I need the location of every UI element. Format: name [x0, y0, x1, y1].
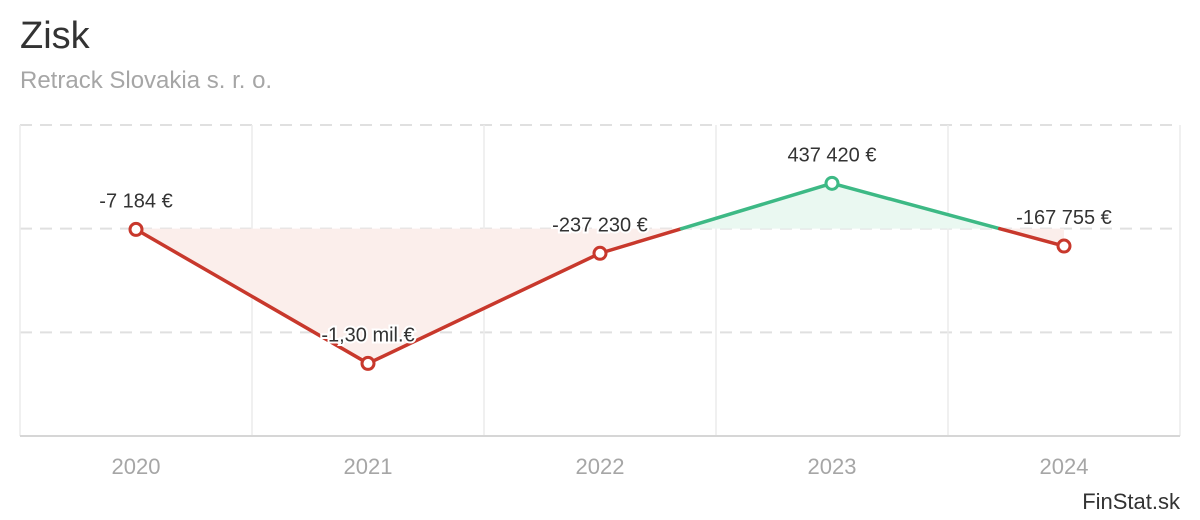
line-segment-positive [830, 181, 1002, 231]
data-point-2024 [1056, 238, 1072, 254]
line-segment-negative [997, 226, 1066, 248]
chart-grid [19, 124, 1181, 437]
line-segment-negative [366, 251, 602, 366]
line-segment-negative [134, 227, 370, 366]
data-label-2020: -7 184 € [99, 190, 172, 212]
chart-lines [134, 181, 1066, 366]
data-point-2021 [360, 355, 376, 371]
area-negative [368, 228, 600, 364]
data-point-2022 [592, 245, 608, 261]
chart-subtitle: Retrack Slovakia s. r. o. [20, 67, 273, 94]
data-label-2024: -167 755 € [1016, 207, 1112, 229]
chart-x-axis-ticks: 2020 2021 2022 2023 2024 [112, 454, 1089, 479]
x-tick-2021: 2021 [344, 454, 393, 479]
x-tick-2020: 2020 [112, 454, 161, 479]
data-label-2023: 437 420 € [788, 144, 877, 166]
finstat-credit: FinStat.sk [1082, 489, 1180, 514]
data-point-2023 [824, 175, 840, 191]
data-label-2022: -237 230 € [552, 214, 648, 236]
x-tick-2023: 2023 [808, 454, 857, 479]
line-segment-positive [679, 181, 834, 231]
line-segment-negative [598, 226, 684, 256]
x-tick-2022: 2022 [576, 454, 625, 479]
chart-areas [136, 183, 1064, 364]
data-label-2021: -1,30 mil.€ [321, 324, 414, 346]
x-tick-2024: 2024 [1040, 454, 1089, 479]
chart-points [128, 175, 1072, 371]
data-point-2020 [128, 221, 144, 237]
chart-title: Zisk [20, 15, 90, 57]
chart-data-labels: -7 184 € -1,30 mil.€ -237 230 € 437 420 € -1… [97, 142, 1114, 348]
